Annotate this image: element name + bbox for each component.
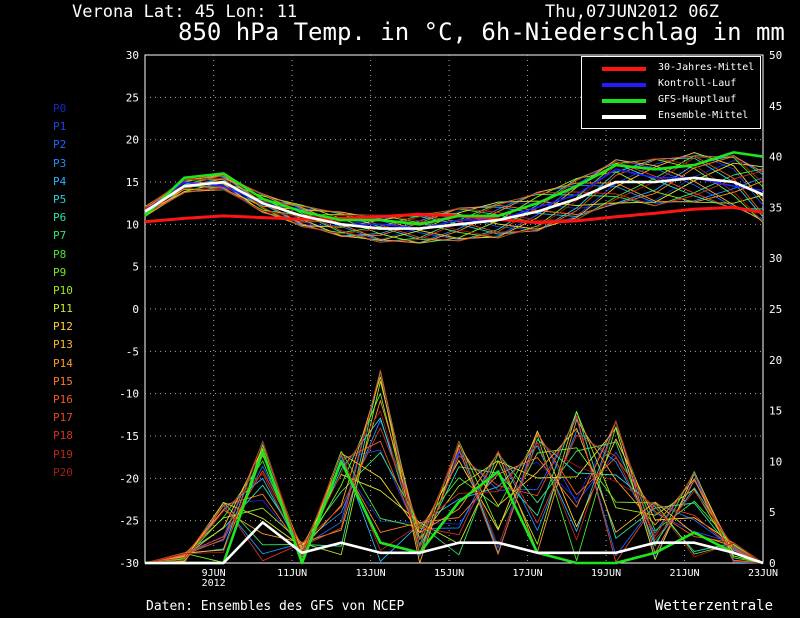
x-tick-label: 23JUN (748, 568, 778, 579)
member-precip-line (144, 421, 764, 564)
location-label: Verona Lat: 45 Lon: 11 (72, 2, 298, 22)
legend-item: Kontroll-Lauf (582, 77, 760, 93)
member-label-p14: P14 (53, 356, 73, 370)
data-credit: Daten: Ensembles des GFS von NCEP (146, 599, 405, 614)
x-tick-label: 15JUN (434, 568, 464, 579)
chart-title: 850 hPa Temp. in °C, 6h-Niederschlag in … (178, 18, 785, 46)
ensemble-mean-line (144, 176, 764, 230)
member-precip-line (144, 369, 764, 564)
member-temp-line (144, 159, 764, 239)
legend-label: 30-Jahres-Mittel (658, 62, 755, 73)
gfs-main-precip-line (145, 449, 764, 565)
member-label-p6: P6 (53, 211, 67, 225)
x-tick-label: 2012 (202, 578, 226, 589)
y-left-tick-label: -25 (119, 515, 139, 528)
member-temp-line (144, 158, 764, 238)
member-precip-line (144, 427, 764, 564)
member-temp-line (144, 177, 764, 244)
legend-swatch (602, 67, 646, 71)
forecast-date: Thu,07JUN2012 06Z (545, 2, 719, 22)
x-tick-label: 19JUN (591, 568, 621, 579)
gfs-main-line (144, 151, 764, 226)
member-label-p19: P19 (53, 447, 73, 461)
y-left-tick-label: -30 (119, 557, 139, 570)
member-label-p20: P20 (53, 465, 73, 479)
x-tick-label: 21JUN (669, 568, 699, 579)
y-right-tick-label: 10 (769, 455, 782, 468)
y-right-tick-label: 45 (769, 100, 782, 113)
legend-label: Kontroll-Lauf (658, 78, 737, 89)
member-label-p2: P2 (53, 138, 67, 152)
member-label-p12: P12 (53, 320, 73, 334)
x-tick-label: 13JUN (356, 568, 386, 579)
y-left-tick-label: 25 (126, 91, 139, 104)
member-label-p1: P1 (53, 120, 67, 134)
y-left-tick-label: -20 (119, 472, 139, 485)
y-right-tick-label: 15 (769, 405, 782, 418)
y-left-tick-label: 5 (132, 261, 139, 274)
legend-swatch (602, 99, 646, 103)
member-label-p10: P10 (53, 283, 73, 297)
y-left-tick-label: 30 (126, 49, 139, 62)
legend-item: 30-Jahres-Mittel (582, 61, 760, 77)
y-left-tick-label: 0 (132, 303, 139, 316)
member-precip-line (144, 400, 764, 564)
x-tick-label: 11JUN (277, 568, 307, 579)
y-left-tick-label: -5 (126, 345, 139, 358)
member-label-p5: P5 (53, 192, 67, 206)
member-precip-line (144, 432, 764, 564)
chart-legend: 30-Jahres-Mittel Kontroll-Lauf GFS-Hauptla… (581, 56, 761, 129)
member-precip-line (144, 380, 764, 564)
member-label-p7: P7 (53, 229, 67, 243)
legend-item: Ensemble-Mittel (582, 109, 760, 125)
member-label-p18: P18 (53, 429, 73, 443)
y-left-tick-label: -15 (119, 430, 139, 443)
y-right-tick-label: 20 (769, 354, 782, 367)
member-label-p8: P8 (53, 247, 67, 261)
member-temp-line (144, 170, 764, 243)
legend-label: Ensemble-Mittel (658, 110, 749, 121)
x-tick-label: 17JUN (513, 568, 543, 579)
member-list: P0 P1 P2 P3 P4 P5 P6 P7 P8 P9 P10 P11 P12 P13 P14 P15 P1… (53, 100, 73, 482)
y-right-tick-label: 50 (769, 49, 782, 62)
y-right-tick-label: 0 (769, 557, 776, 570)
legend-item: GFS-Hauptlauf (582, 93, 760, 109)
member-precip-line (144, 410, 764, 564)
x-tick-label: 9JUN (202, 568, 226, 579)
member-label-p11: P11 (53, 302, 73, 316)
y-right-tick-label: 35 (769, 201, 782, 214)
legend-swatch (602, 83, 646, 87)
y-left-tick-label: 20 (126, 134, 139, 147)
member-label-p0: P0 (53, 102, 67, 115)
y-left-tick-label: 15 (126, 176, 139, 189)
ensemble-mean-precip-line (145, 521, 764, 565)
y-left-tick-label: 10 (126, 218, 139, 231)
y-left-tick-label: -10 (119, 388, 139, 401)
y-right-tick-label: 40 (769, 151, 782, 164)
member-label-p16: P16 (53, 393, 73, 406)
member-label-p9: P9 (53, 265, 67, 279)
control-run-line (144, 168, 764, 230)
y-right-tick-label: 5 (769, 506, 776, 519)
member-label-p15: P15 (53, 374, 73, 388)
y-right-tick-label: 30 (769, 252, 782, 265)
legend-label: GFS-Hauptlauf (658, 94, 737, 105)
legend-swatch (602, 115, 646, 119)
member-label-p4: P4 (53, 174, 67, 188)
member-temp-line (144, 152, 764, 230)
member-label-p17: P17 (53, 411, 73, 425)
member-label-p3: P3 (53, 156, 67, 170)
y-right-tick-label: 25 (769, 303, 782, 316)
brand-label: Wetterzentrale (655, 598, 774, 614)
member-label-p13: P13 (53, 338, 73, 352)
